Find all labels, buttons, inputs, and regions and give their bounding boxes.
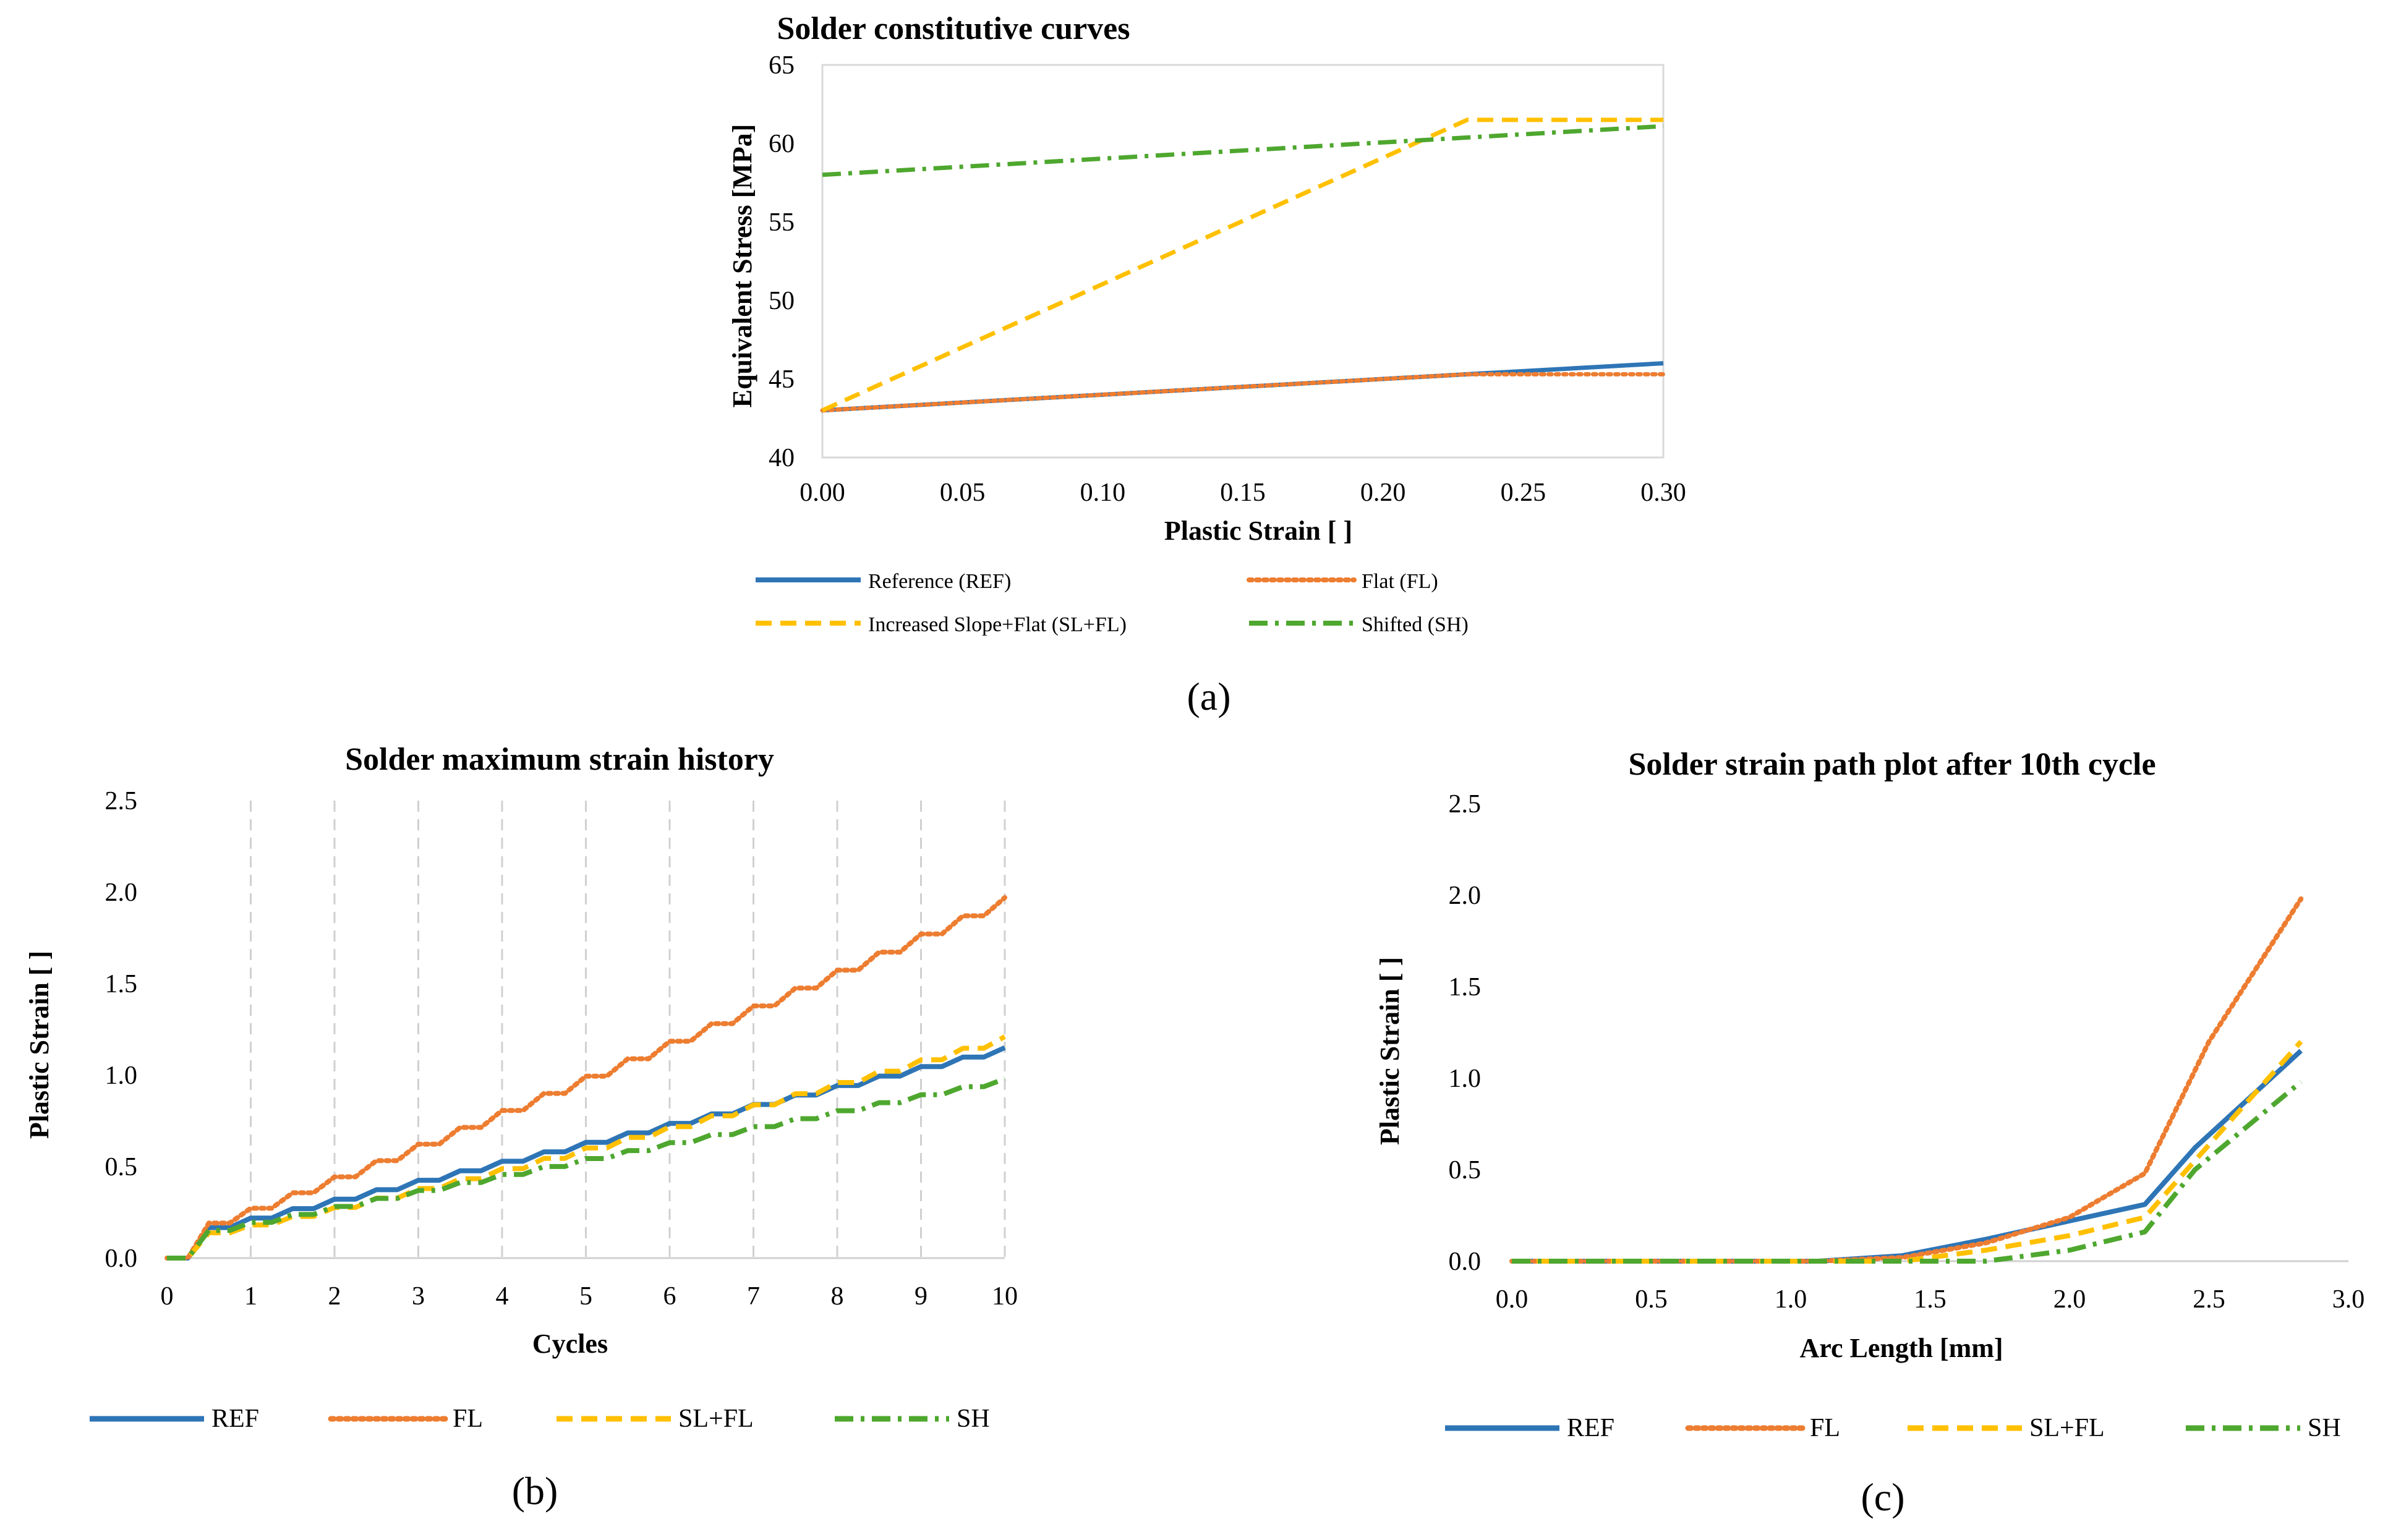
x-tick-label: 10 bbox=[992, 1282, 1018, 1311]
legend-label-slfl: SL+FL bbox=[678, 1405, 754, 1433]
panel-a-label: (a) bbox=[1187, 674, 1230, 718]
x-tick-label: 6 bbox=[663, 1282, 676, 1311]
legend-label-ref: REF bbox=[211, 1405, 259, 1433]
legend-label-fl: FL bbox=[453, 1405, 483, 1433]
x-tick-label: 2.5 bbox=[2193, 1285, 2225, 1314]
panel-c-x-axis-label: Arc Length [mm] bbox=[1799, 1333, 2003, 1363]
y-tick-label: 1.0 bbox=[105, 1061, 138, 1090]
series-line-sh bbox=[822, 124, 1664, 177]
y-tick-label: 0.5 bbox=[105, 1153, 138, 1181]
y-tick-label: 0.0 bbox=[1449, 1248, 1482, 1276]
y-tick-label: 45 bbox=[769, 365, 795, 394]
x-tick-label: 9 bbox=[915, 1282, 927, 1311]
panel-c-y-axis-label: Plastic Strain [ ] bbox=[1375, 957, 1405, 1145]
x-tick-label: 1.5 bbox=[1914, 1285, 1947, 1314]
x-tick-label: 5 bbox=[579, 1282, 592, 1311]
x-tick-label: 0 bbox=[161, 1282, 174, 1311]
y-tick-label: 2.5 bbox=[1449, 790, 1482, 819]
series-line-sh bbox=[167, 1076, 1006, 1261]
x-tick-label: 3 bbox=[412, 1282, 425, 1311]
x-tick-label: 2 bbox=[328, 1282, 341, 1311]
y-tick-label: 2.5 bbox=[105, 787, 138, 815]
legend-label-sh: SH bbox=[2308, 1414, 2341, 1442]
series-line-slfl bbox=[821, 117, 1663, 412]
x-tick-label: 0.0 bbox=[1496, 1285, 1529, 1314]
x-tick-label: 0.15 bbox=[1220, 479, 1266, 507]
y-tick-label: 2.0 bbox=[1449, 882, 1482, 910]
legend-label-sh: Shifted (SH) bbox=[1362, 613, 1469, 636]
panel-c-label: (c) bbox=[1861, 1475, 1904, 1519]
y-tick-label: 1.5 bbox=[1449, 973, 1482, 1002]
x-tick-label: 7 bbox=[747, 1282, 760, 1311]
y-tick-label: 1.5 bbox=[105, 970, 138, 998]
x-tick-label: 0.00 bbox=[800, 479, 845, 507]
y-tick-label: 1.0 bbox=[1449, 1065, 1482, 1093]
y-tick-label: 55 bbox=[769, 208, 795, 237]
x-tick-label: 0.25 bbox=[1501, 479, 1546, 507]
legend-label-slfl: Increased Slope+Flat (SL+FL) bbox=[868, 613, 1127, 636]
series-line-slfl bbox=[1512, 1040, 2303, 1264]
x-tick-label: 1.0 bbox=[1775, 1285, 1807, 1314]
legend-label-sh: SH bbox=[957, 1405, 990, 1433]
panel-b-label: (b) bbox=[512, 1469, 558, 1513]
x-tick-label: 0.30 bbox=[1640, 479, 1686, 507]
panel-b-title: Solder maximum strain history bbox=[345, 742, 774, 777]
panel-c-chart: Solder strain path plot after 10th cycle… bbox=[1375, 747, 2365, 1519]
panel-c-title: Solder strain path plot after 10th cycle bbox=[1628, 747, 2156, 782]
legend-label-fl: Flat (FL) bbox=[1362, 570, 1438, 593]
x-tick-label: 0.10 bbox=[1080, 479, 1126, 507]
series-line-sh bbox=[1512, 1079, 2303, 1264]
panel-b-chart: Solder maximum strain history 0.0 0.5 1.0 1… bbox=[24, 742, 1018, 1513]
series-line-fl bbox=[1509, 896, 2304, 1264]
x-tick-label: 2.0 bbox=[2053, 1285, 2086, 1314]
y-tick-label: 50 bbox=[769, 287, 795, 315]
legend-label-ref: Reference (REF) bbox=[868, 570, 1011, 593]
series-line-ref bbox=[1512, 1049, 2303, 1264]
x-tick-label: 3.0 bbox=[2332, 1285, 2365, 1314]
panel-a-x-axis-label: Plastic Strain [ ] bbox=[1164, 516, 1352, 546]
y-tick-label: 0.5 bbox=[1449, 1156, 1482, 1185]
panel-a-title: Solder constitutive curves bbox=[777, 11, 1130, 46]
y-tick-label: 40 bbox=[769, 444, 795, 472]
x-tick-label: 0.20 bbox=[1360, 479, 1406, 507]
x-tick-label: 1 bbox=[244, 1282, 257, 1311]
panel-b-x-axis-label: Cycles bbox=[532, 1329, 608, 1359]
y-tick-label: 0.0 bbox=[105, 1244, 138, 1273]
legend-label-ref: REF bbox=[1567, 1414, 1614, 1442]
series-line-ref bbox=[167, 1045, 1006, 1261]
y-tick-label: 65 bbox=[769, 51, 795, 80]
legend-label-slfl: SL+FL bbox=[2029, 1414, 2105, 1442]
y-tick-label: 60 bbox=[769, 130, 795, 158]
series-line-fl bbox=[820, 372, 1666, 413]
panel-a-plot-area bbox=[821, 64, 1665, 459]
y-tick-label: 2.0 bbox=[105, 878, 138, 907]
panel-a-chart: Solder constitutive curves 404550556065 … bbox=[727, 11, 1686, 718]
x-tick-label: 0.5 bbox=[1635, 1285, 1668, 1314]
x-tick-label: 4 bbox=[496, 1282, 509, 1311]
panel-a-y-axis-label: Equivalent Stress [MPa] bbox=[727, 124, 757, 408]
x-tick-label: 0.05 bbox=[940, 479, 986, 507]
series-line-fl bbox=[164, 895, 1007, 1261]
panel-b-y-axis-label: Plastic Strain [ ] bbox=[24, 951, 54, 1139]
legend-label-fl: FL bbox=[1810, 1414, 1840, 1442]
x-tick-label: 8 bbox=[831, 1282, 844, 1311]
